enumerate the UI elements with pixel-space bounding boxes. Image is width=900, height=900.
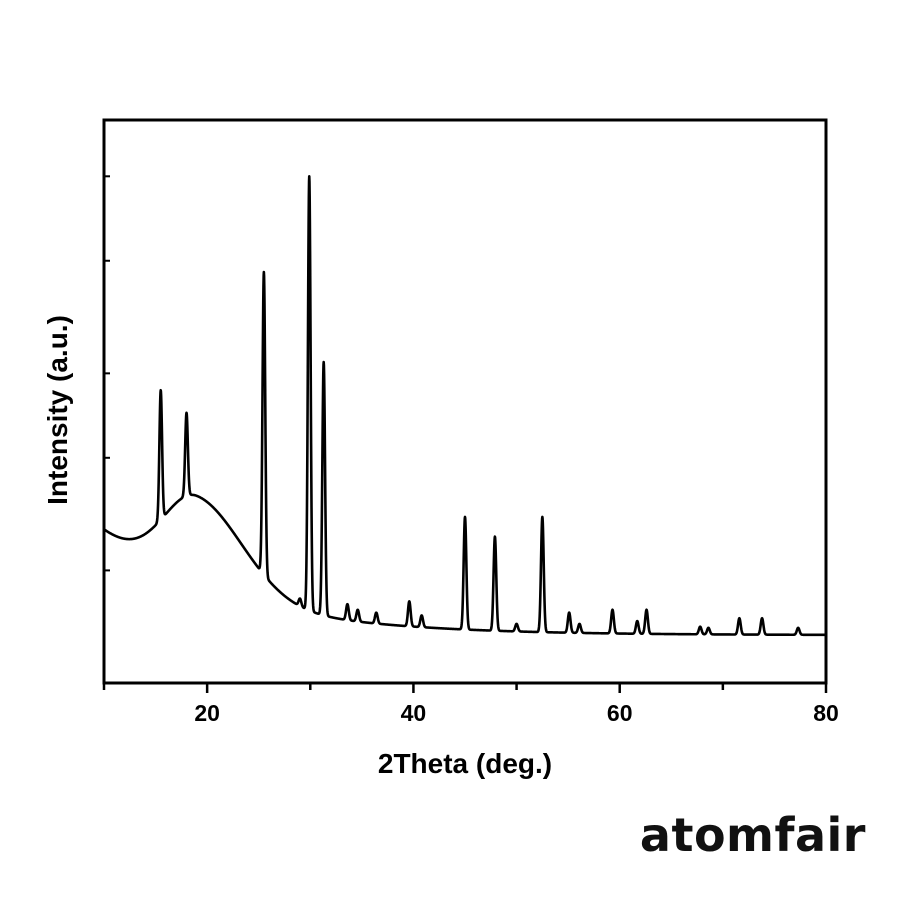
xrd-pattern-line (102, 175, 828, 637)
x-tick-label: 80 (813, 700, 839, 726)
x-axis-ticks (102, 683, 828, 693)
atomfair-logo: atomfair (639, 808, 866, 862)
y-axis-ticks (104, 175, 110, 572)
x-axis-title: 2Theta (deg.) (378, 748, 552, 779)
plot-frame (102, 118, 828, 685)
x-tick-label: 60 (607, 700, 633, 726)
x-axis-tick-labels: 20 40 60 80 (194, 700, 838, 726)
y-axis-title: Intensity (a.u.) (42, 315, 73, 505)
x-tick-label: 40 (401, 700, 427, 726)
x-tick-label: 20 (194, 700, 220, 726)
